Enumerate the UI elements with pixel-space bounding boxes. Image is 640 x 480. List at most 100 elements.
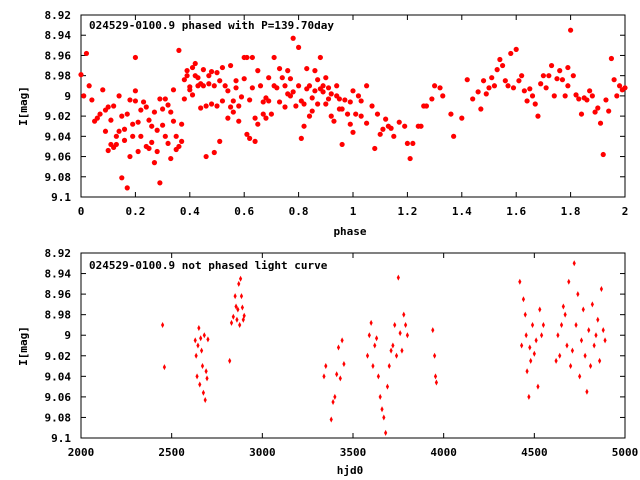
data-point: [116, 128, 122, 134]
data-point: [483, 91, 489, 97]
data-point: [358, 98, 364, 104]
x-tick-label: 2500: [158, 446, 185, 459]
plot-frame: [80, 14, 626, 198]
data-point: [335, 371, 339, 378]
data-point: [138, 107, 144, 113]
data-point: [228, 357, 232, 364]
data-point: [108, 117, 114, 123]
data-point: [588, 363, 593, 370]
y-tick-label: 9.02: [45, 110, 72, 123]
data-point: [559, 321, 564, 328]
data-point: [336, 96, 342, 102]
data-point: [202, 332, 206, 339]
data-point: [353, 111, 359, 117]
data-point: [266, 75, 272, 81]
data-point: [143, 104, 149, 110]
data-point: [541, 321, 545, 328]
y-tick-label: 8.98: [45, 70, 72, 83]
data-point: [391, 133, 397, 139]
y-axis-label: I[mag]: [17, 326, 30, 366]
data-point: [132, 54, 138, 61]
data-point: [244, 131, 250, 137]
data-point: [285, 68, 291, 74]
data-point: [554, 357, 558, 364]
data-point: [189, 64, 196, 71]
data-point: [170, 87, 177, 93]
data-point: [282, 104, 288, 110]
data-point: [203, 153, 209, 160]
data-point: [599, 285, 604, 292]
data-point: [358, 113, 364, 119]
data-point: [394, 352, 399, 359]
data-point: [391, 342, 395, 349]
data-point: [233, 293, 237, 300]
data-point: [364, 120, 370, 126]
data-point: [236, 118, 242, 124]
data-point: [400, 347, 404, 354]
data-point: [105, 104, 111, 110]
data-point: [374, 111, 381, 117]
data-point: [333, 393, 337, 400]
data-point: [459, 115, 465, 121]
data-point: [385, 383, 390, 390]
data-point: [524, 332, 528, 339]
data-point: [559, 77, 566, 83]
data-point: [592, 342, 596, 349]
data-point: [161, 321, 165, 328]
data-point: [138, 133, 144, 139]
data-point: [119, 113, 125, 119]
data-point: [423, 103, 430, 109]
data-point: [516, 78, 522, 84]
data-point: [576, 291, 580, 298]
data-point: [350, 129, 356, 135]
data-point: [369, 319, 373, 326]
data-point: [574, 321, 578, 328]
data-point: [494, 67, 500, 73]
y-tick-label: 8.92: [45, 247, 72, 260]
data-point: [116, 93, 122, 99]
data-point: [398, 330, 402, 337]
y-tick-label: 9.1: [51, 432, 71, 445]
data-point: [601, 327, 605, 334]
x-tick-label: 0.8: [289, 205, 309, 218]
data-point: [590, 301, 594, 308]
x-axis-label: hjd0: [337, 464, 364, 477]
data-point: [536, 383, 540, 390]
data-point: [236, 103, 242, 109]
data-point: [347, 99, 353, 105]
data-point: [196, 342, 200, 349]
data-point: [434, 379, 439, 386]
data-point: [382, 414, 386, 421]
data-point: [486, 85, 492, 91]
data-point: [312, 68, 318, 74]
data-point: [336, 344, 341, 351]
data-point: [247, 97, 253, 103]
data-point: [271, 54, 277, 61]
data-point: [279, 75, 285, 81]
x-tick-label: 0: [78, 205, 85, 218]
data-point: [238, 94, 245, 100]
data-point: [266, 98, 272, 104]
data-point: [121, 137, 128, 143]
data-point: [520, 342, 524, 349]
data-point: [576, 96, 582, 102]
data-point: [296, 44, 302, 50]
data-point: [168, 109, 174, 115]
data-point: [255, 121, 261, 127]
data-point: [558, 352, 562, 359]
data-point: [480, 78, 487, 84]
data-point: [334, 83, 340, 89]
data-point: [581, 306, 585, 313]
data-point: [508, 50, 514, 57]
data-point: [524, 98, 530, 104]
data-point: [402, 311, 406, 318]
data-point: [317, 54, 323, 61]
data-point: [529, 357, 533, 364]
data-point: [201, 389, 205, 396]
data-point: [587, 88, 593, 94]
data-point: [328, 113, 334, 119]
data-point: [255, 68, 261, 74]
data-point: [231, 313, 235, 320]
data-point: [176, 47, 182, 53]
data-point: [378, 393, 382, 400]
